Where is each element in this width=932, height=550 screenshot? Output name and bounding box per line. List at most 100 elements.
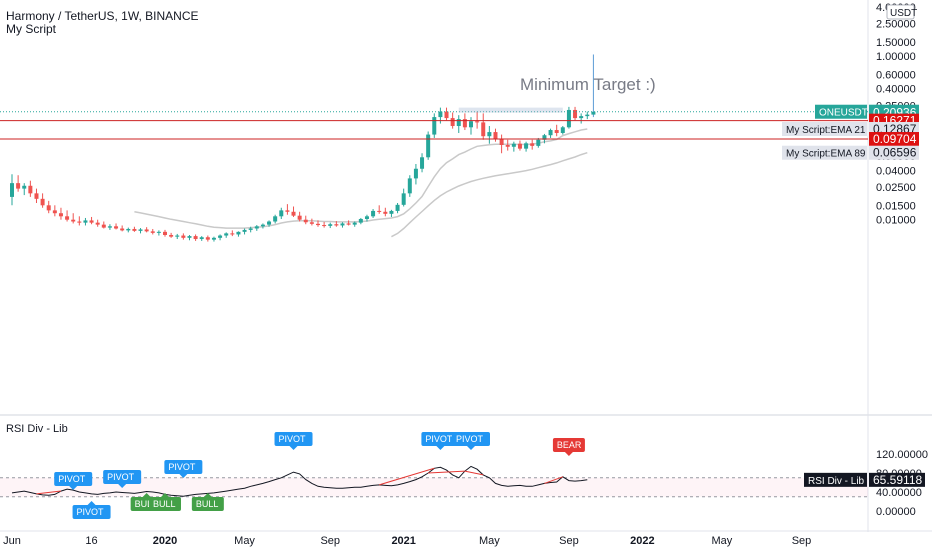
candle-body: [260, 224, 265, 227]
divergence-line: [464, 470, 484, 476]
candle-body: [132, 228, 137, 231]
rsi-pane-title: RSI Div - Lib: [6, 423, 68, 435]
signal-label-text: PIVOT: [425, 434, 453, 444]
signal-label-box: [103, 470, 142, 484]
signal-label-box: [54, 472, 93, 486]
signal-pointer: [87, 501, 96, 505]
candle-body: [505, 144, 510, 147]
candle-body: [230, 233, 235, 235]
signal-label-box: [274, 432, 313, 446]
time-tick-label: May: [479, 535, 500, 547]
candle-body: [248, 228, 253, 230]
candle-body: [450, 118, 455, 127]
candle-body: [420, 157, 425, 169]
candle-body: [16, 183, 21, 189]
divergence-line: [379, 467, 435, 486]
candle-body: [10, 183, 14, 197]
signal-pointer: [142, 493, 151, 497]
ema-price-box: [869, 145, 919, 160]
level-price-value: 0.09704: [873, 132, 917, 146]
signal-label-text: BEAR: [557, 440, 582, 450]
price-tick-label: 2.50000: [876, 19, 916, 31]
candle-body: [297, 215, 302, 220]
candle-body: [303, 219, 308, 223]
candle-body: [371, 210, 376, 217]
candle-body: [175, 235, 180, 237]
candle-body: [475, 121, 480, 123]
candle-body: [83, 220, 88, 223]
signal-pointer: [161, 493, 169, 497]
candle-body: [181, 235, 186, 238]
candle-body: [358, 218, 363, 223]
price-tick-label: 0.01000: [876, 215, 916, 227]
candle-body: [432, 117, 437, 135]
time-tick-label: Sep: [559, 535, 579, 547]
candle-body: [89, 220, 94, 223]
candle-body: [101, 224, 106, 228]
level-price-box: [869, 132, 919, 147]
candle-body: [273, 216, 278, 222]
rsi-name-box: [804, 472, 867, 487]
candle-body: [536, 139, 541, 146]
signal-label-text: PIVOT: [279, 434, 307, 444]
candle-body: [481, 122, 486, 137]
candle-body: [573, 109, 578, 119]
candle-body: [328, 224, 333, 226]
signal-label-box: [552, 438, 585, 452]
candle-body: [242, 229, 247, 232]
candle-body: [169, 234, 174, 237]
time-tick-label: 2020: [153, 535, 177, 547]
candle-body: [211, 237, 216, 240]
candle-body: [291, 211, 296, 216]
candle-body: [377, 210, 382, 212]
candle-body: [58, 213, 63, 217]
candle-body: [524, 143, 529, 149]
price-tick-label: 0.04000: [876, 165, 916, 177]
rsi-line: [11, 465, 588, 497]
candle-body: [65, 216, 70, 220]
price-tick-label: 0.40000: [876, 84, 916, 96]
candle-body: [499, 138, 504, 145]
resistance-zone: [458, 107, 563, 113]
signal-label-text: BULL: [135, 499, 158, 509]
ema-price-value: 0.06596: [873, 146, 917, 160]
candle-body: [279, 210, 284, 217]
candle-body: [77, 221, 82, 223]
candle-body: [309, 222, 314, 224]
signal-pointer: [436, 446, 445, 450]
signal-label-text: BULL: [153, 499, 176, 509]
candle-body: [267, 221, 272, 225]
signal-label-box: [191, 497, 224, 511]
candle-body: [413, 168, 418, 179]
candle-body: [199, 237, 204, 240]
price-tick-label: 1.00000: [876, 51, 916, 63]
signal-pointer: [203, 493, 212, 497]
candle-body: [407, 178, 412, 194]
rsi-tick-label: 120.00000: [876, 449, 928, 461]
annotation-text: Minimum Target :): [520, 75, 656, 94]
price-tick-label: 0.02500: [876, 182, 916, 194]
candle-body: [560, 127, 565, 133]
signal-pointer: [69, 486, 78, 490]
candle-body: [389, 210, 394, 214]
candle-body: [322, 225, 327, 227]
candle-body: [126, 228, 131, 231]
candle-body: [205, 237, 210, 240]
candle-body: [554, 130, 559, 133]
candle-body: [316, 223, 320, 226]
candle-body: [150, 231, 155, 233]
candle-body: [34, 193, 39, 199]
candle-body: [383, 211, 388, 214]
candle-body: [530, 143, 535, 146]
signal-pointer: [289, 446, 298, 450]
candle-body: [144, 229, 149, 232]
candle-body: [395, 204, 400, 211]
rsi-value: 65.59118: [873, 473, 922, 487]
candle-body: [254, 226, 259, 229]
candle-body: [591, 111, 596, 115]
candle-body: [493, 132, 498, 139]
candle-body: [542, 135, 547, 140]
candle-body: [22, 185, 27, 189]
signal-label-text: PIVOT: [168, 462, 196, 472]
